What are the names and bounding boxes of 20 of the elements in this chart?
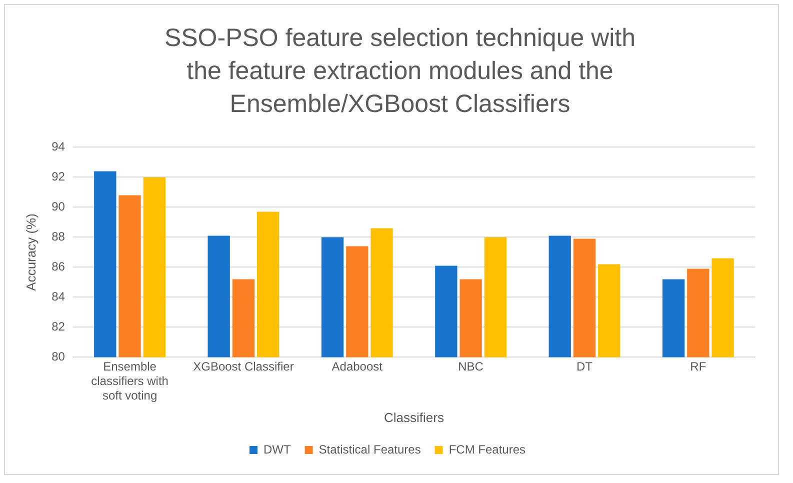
x-tick-label: NBC [458, 360, 484, 374]
y-tick-label: 92 [52, 170, 66, 184]
y-tick-label: 90 [52, 200, 66, 214]
y-tick-label: 88 [52, 230, 66, 244]
legend-label: DWT [263, 442, 292, 456]
x-tick-label: XGBoost Classifier [193, 360, 294, 374]
legend-label: FCM Features [448, 442, 526, 456]
chart-title: SSO-PSO feature selection technique with the feature extraction modules and the Ensemble/XGBoost Classifiers [163, 23, 637, 120]
y-tick-label: 94 [52, 140, 66, 154]
x-axis-title: Classifiers [384, 410, 444, 425]
x-tick-label: Ensemble classifiers with soft voting [91, 360, 168, 403]
y-tick-label: 82 [52, 320, 66, 334]
x-tick-label: RF [690, 360, 706, 374]
x-tick-label: DT [576, 360, 594, 374]
legend-label: Statistical Features [318, 442, 421, 456]
y-axis-title: Accuracy (%) [23, 214, 38, 291]
x-tick-label: Adaboost [332, 360, 384, 374]
y-tick-label: 86 [52, 260, 66, 274]
y-tick-label: 84 [52, 290, 66, 304]
y-tick-label: 80 [52, 350, 66, 364]
